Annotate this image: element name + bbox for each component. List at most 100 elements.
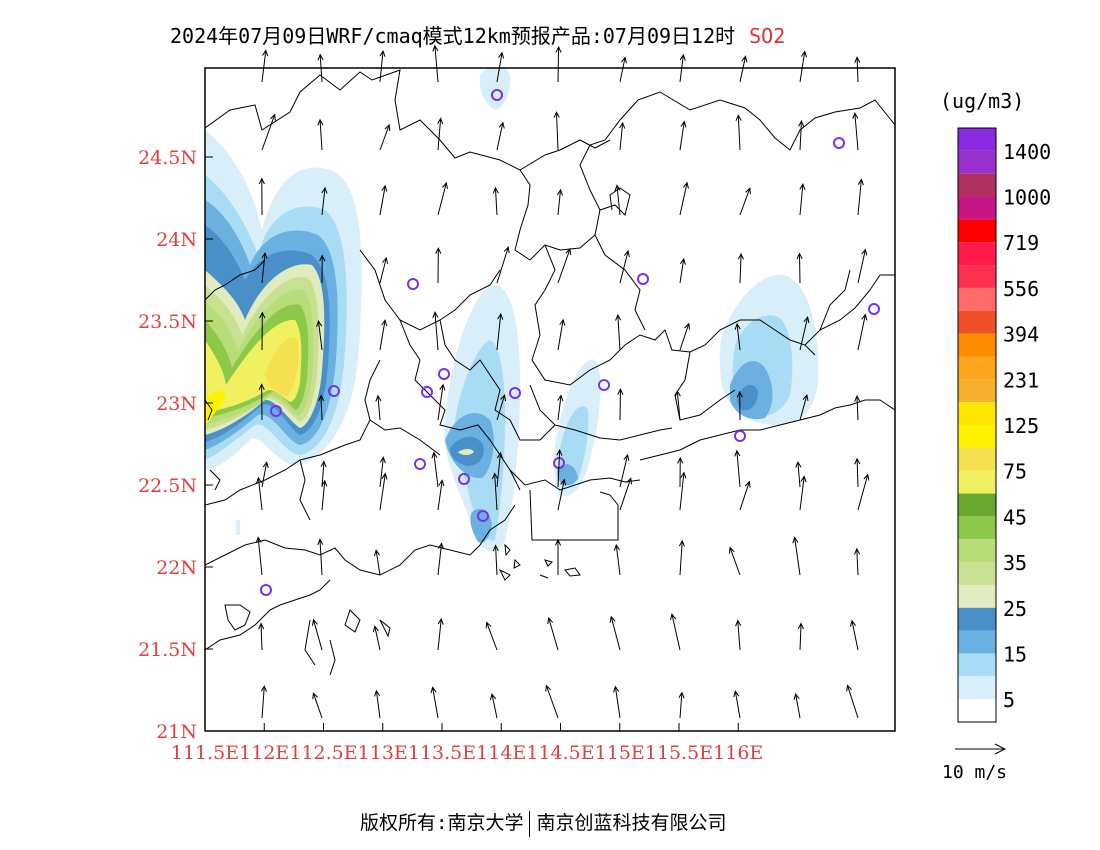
wind-arrow-head xyxy=(503,246,510,254)
wind-arrow-head xyxy=(741,55,748,63)
wind-arrow xyxy=(679,121,685,151)
colorbar-label: 35 xyxy=(1003,551,1027,575)
lat-label: 22.5N xyxy=(138,475,197,497)
wind-arrow-head xyxy=(797,622,804,630)
wind-arrow-head xyxy=(442,181,448,189)
wind-arrow xyxy=(321,480,326,511)
wind-arrow-head xyxy=(621,56,628,64)
wind-arrow xyxy=(319,119,323,151)
wind-arrow xyxy=(494,187,498,216)
lon-label: 112.5E xyxy=(289,742,357,764)
wind-arrow xyxy=(434,312,439,351)
wind-arrow xyxy=(799,51,806,83)
colorbar-swatch xyxy=(958,150,996,174)
wind-arrow xyxy=(739,481,750,511)
wind-arrow-head xyxy=(854,394,861,402)
wind-arrow-head xyxy=(381,319,388,327)
wind-arrow-head xyxy=(379,49,386,57)
wind-arrow-head xyxy=(733,690,740,698)
wind-arrow-head xyxy=(375,394,382,402)
colorbar-label: 394 xyxy=(1003,323,1039,347)
lat-label: 23.5N xyxy=(138,311,197,333)
wind-arrow xyxy=(619,250,629,284)
wind-arrow xyxy=(437,118,442,151)
wind-arrow-head xyxy=(498,121,505,129)
colorbar-swatch xyxy=(958,310,996,334)
wind-arrow-head xyxy=(545,684,552,692)
wind-arrow xyxy=(375,550,381,576)
wind-arrow-head xyxy=(680,471,687,479)
wind-arrow-head xyxy=(861,248,868,256)
wind-arrow-head xyxy=(554,538,562,546)
lon-label: 113E xyxy=(358,742,408,764)
wind-arrow-head xyxy=(316,320,323,328)
wind-arrow xyxy=(433,452,439,488)
wind-arrow xyxy=(679,540,683,576)
wind-arrow-head xyxy=(556,188,564,196)
colorbar-swatch xyxy=(958,516,996,540)
wind-arrow xyxy=(679,323,690,351)
colorbar-swatch xyxy=(958,196,996,220)
wind-arrow xyxy=(260,623,263,651)
station-marker xyxy=(734,430,746,442)
wind-arrow xyxy=(545,685,559,719)
wind-arrow xyxy=(734,691,741,719)
wind-arrow xyxy=(548,617,559,651)
wind-arrow-head xyxy=(853,547,861,555)
wind-arrow xyxy=(437,543,443,576)
wind-arrow xyxy=(679,692,683,719)
wind-arrow-head xyxy=(262,461,269,469)
wind-arrow-head xyxy=(317,53,324,61)
wind-vectors xyxy=(255,44,870,719)
colorbar-unit: (ug/m3) xyxy=(940,89,1024,113)
plot-frame xyxy=(204,67,896,732)
lon-label: 115.5E xyxy=(645,742,713,764)
figure-title: 2024年07月09日WRF/cmaq模式12km预报产品:07月09日12时 S… xyxy=(170,20,785,49)
wind-arrow-head xyxy=(678,539,685,547)
lon-label: 114.5E xyxy=(526,742,594,764)
wind-arrow-head xyxy=(677,456,684,464)
wind-arrow xyxy=(557,248,571,284)
wind-arrow xyxy=(437,384,444,421)
wind-arrow xyxy=(374,626,381,651)
wind-arrow-head xyxy=(684,322,691,330)
wind-arrow-head xyxy=(553,111,560,118)
colorbar-swatch xyxy=(958,402,996,425)
wind-arrow-head xyxy=(802,393,809,402)
wind-arrow-head xyxy=(800,50,807,58)
wind-arrow xyxy=(379,320,386,351)
wind-arrow xyxy=(619,454,629,488)
wind-arrow xyxy=(854,113,859,151)
wind-arrow xyxy=(798,253,801,284)
wind-arrow-head xyxy=(491,472,499,480)
wind-arrow-head xyxy=(255,536,262,544)
station-marker xyxy=(270,405,282,417)
wind-arrow-head xyxy=(498,51,505,59)
wind-arrow-head xyxy=(744,480,751,488)
wind-arrow xyxy=(379,457,384,488)
copyright-footer: 版权所有:南京大学 南京创蓝科技有限公司 xyxy=(360,808,726,837)
footer-separator xyxy=(529,810,531,837)
wind-arrow xyxy=(321,461,325,488)
wind-arrow-head xyxy=(850,619,857,627)
wind-arrow-head xyxy=(547,617,554,625)
station-marker xyxy=(260,584,272,596)
colorbar-swatch xyxy=(958,562,996,585)
wind-arrow-head xyxy=(861,313,868,321)
wind-arrow-head xyxy=(679,53,686,61)
station-marker xyxy=(491,89,503,101)
wind-arrow xyxy=(856,57,859,83)
colorbar-label: 1000 xyxy=(1003,186,1051,210)
wind-arrow-head xyxy=(800,475,807,483)
wind-arrow xyxy=(799,476,805,511)
wind-arrow-head xyxy=(556,448,563,456)
wind-arrow-head xyxy=(613,543,620,551)
colorbar-label: 556 xyxy=(1003,277,1039,301)
wind-arrow-head xyxy=(259,311,266,319)
wind-arrow-head xyxy=(680,120,687,128)
wind-arrow-head xyxy=(260,684,267,692)
wind-arrow xyxy=(799,623,802,651)
wind-arrow xyxy=(557,189,562,216)
wind-arrow xyxy=(615,544,621,576)
